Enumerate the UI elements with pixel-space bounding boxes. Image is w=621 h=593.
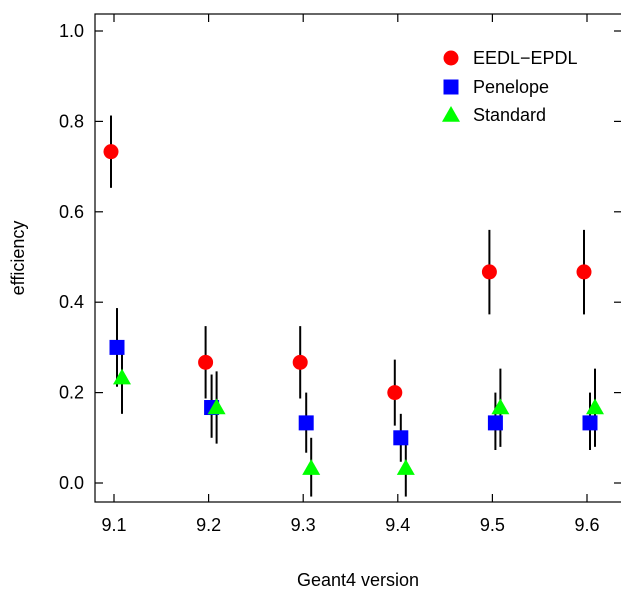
data-point-triangle [113, 368, 131, 385]
data-point-square [582, 415, 598, 431]
data-point-circle [292, 354, 308, 370]
x-tick-label: 9.6 [574, 515, 599, 535]
data-point-triangle [207, 398, 226, 415]
data-point-triangle [586, 398, 604, 415]
legend-marker-triangle [442, 106, 460, 122]
y-tick-label: 0.2 [59, 383, 84, 403]
x-tick-label: 9.4 [385, 515, 410, 535]
data-point-square [298, 415, 314, 431]
y-tick-label: 0.6 [59, 202, 84, 222]
plot-frame [94, 13, 621, 503]
legend-label: Standard [473, 105, 546, 125]
data-point-triangle [491, 398, 510, 415]
data-point-square [393, 430, 409, 446]
data-point-circle [576, 264, 592, 280]
y-axis-label: efficiency [8, 221, 28, 296]
data-point-circle [481, 264, 497, 280]
data-markers [103, 144, 604, 475]
data-point-triangle [396, 459, 415, 475]
x-tick-label: 9.3 [291, 515, 316, 535]
data-point-square [109, 339, 125, 355]
legend-marker-square [443, 79, 459, 95]
data-point-circle [198, 354, 214, 370]
data-point-square [487, 415, 503, 431]
x-axis-label: Geant4 version [297, 570, 419, 590]
y-tick-label: 0.8 [59, 111, 84, 131]
legend-marker-circle [443, 50, 459, 66]
data-point-circle [387, 385, 403, 401]
x-axis: 9.1 9.2 9.3 9.4 9.5 9.6 [101, 14, 600, 535]
legend-label: EEDL−EPDL [473, 48, 578, 68]
data-point-triangle [302, 459, 321, 475]
data-point-circle [103, 144, 119, 160]
error-bars [110, 115, 596, 497]
y-tick-label: 0.4 [59, 292, 84, 312]
y-axis: 0.0 0.2 0.4 0.6 0.8 1.0 [59, 21, 621, 493]
x-tick-label: 9.1 [101, 515, 126, 535]
y-tick-label: 0.0 [59, 473, 84, 493]
legend: EEDL−EPDL Penelope Standard [442, 48, 578, 125]
legend-label: Penelope [473, 77, 549, 97]
x-tick-label: 9.2 [196, 515, 221, 535]
x-tick-label: 9.5 [480, 515, 505, 535]
y-tick-label: 1.0 [59, 21, 84, 41]
